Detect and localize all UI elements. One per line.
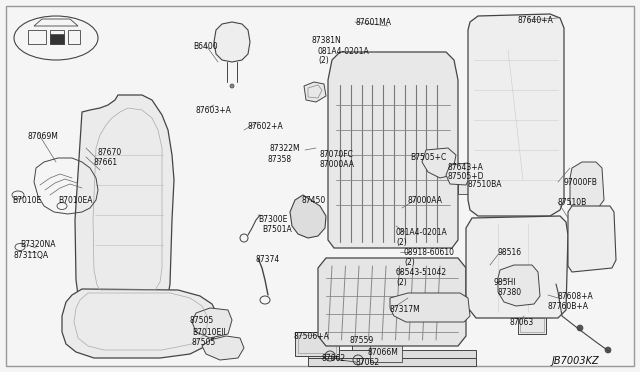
Bar	[520, 318, 544, 332]
Text: 87760B+A: 87760B+A	[548, 302, 589, 311]
Text: 87505: 87505	[192, 338, 216, 347]
Text: (2): (2)	[396, 278, 407, 287]
Text: 081A4-0201A: 081A4-0201A	[318, 47, 370, 56]
Polygon shape	[192, 308, 232, 338]
Text: 87000AA: 87000AA	[320, 160, 355, 169]
Bar	[50, 30, 64, 44]
Text: 87069M: 87069M	[28, 132, 59, 141]
Text: 87063: 87063	[510, 318, 534, 327]
Text: 87505+D: 87505+D	[448, 172, 484, 181]
Polygon shape	[75, 95, 174, 302]
Text: 985HI: 985HI	[494, 278, 516, 287]
Polygon shape	[202, 336, 244, 360]
Text: 87070FC: 87070FC	[320, 150, 354, 159]
Polygon shape	[34, 19, 78, 26]
Text: 87322M: 87322M	[270, 144, 301, 153]
Text: JB7003KZ: JB7003KZ	[552, 356, 600, 366]
Bar	[68, 30, 80, 44]
Polygon shape	[466, 216, 568, 318]
Bar	[370, 344, 402, 362]
Text: 87510B: 87510B	[558, 198, 588, 207]
Text: 87066M: 87066M	[368, 348, 399, 357]
Polygon shape	[328, 52, 458, 248]
Polygon shape	[390, 293, 470, 322]
Text: 87311QA: 87311QA	[14, 251, 49, 260]
Bar	[308, 358, 476, 366]
Bar	[320, 318, 338, 330]
Ellipse shape	[605, 347, 611, 353]
Text: 08543-51042: 08543-51042	[396, 268, 447, 277]
Text: 97000FB: 97000FB	[564, 178, 598, 187]
Polygon shape	[422, 148, 456, 178]
Bar	[354, 315, 374, 329]
Text: 87062: 87062	[322, 354, 346, 363]
Text: (2): (2)	[404, 258, 415, 267]
Text: 87000AA: 87000AA	[408, 196, 443, 205]
Text: 87670: 87670	[97, 148, 121, 157]
Text: B7320NA: B7320NA	[20, 240, 56, 249]
Text: B7010EA: B7010EA	[58, 196, 93, 205]
Text: 87358: 87358	[268, 155, 292, 164]
Bar	[295, 332, 339, 356]
Text: 87640+A: 87640+A	[518, 16, 554, 25]
Bar	[50, 34, 64, 44]
Ellipse shape	[230, 84, 234, 88]
Text: 87062: 87062	[356, 358, 380, 367]
Polygon shape	[446, 163, 472, 185]
Bar	[102, 160, 106, 164]
Bar	[518, 316, 546, 334]
Bar	[308, 350, 476, 358]
Text: 87608+A: 87608+A	[558, 292, 594, 301]
Text: B7300E: B7300E	[258, 215, 287, 224]
Polygon shape	[214, 22, 250, 62]
Text: 87506+A: 87506+A	[293, 332, 329, 341]
Bar	[374, 318, 390, 330]
Polygon shape	[290, 195, 326, 238]
Ellipse shape	[577, 325, 583, 331]
Polygon shape	[318, 258, 466, 346]
Text: 87661: 87661	[93, 158, 117, 167]
Text: 87317M: 87317M	[390, 305, 420, 314]
Text: 98516: 98516	[498, 248, 522, 257]
Text: (2): (2)	[318, 56, 329, 65]
Text: 87643+A: 87643+A	[448, 163, 484, 172]
Text: 08918-60610: 08918-60610	[404, 248, 455, 257]
Text: 87380: 87380	[498, 288, 522, 297]
Bar	[458, 178, 486, 194]
Text: 87381N: 87381N	[311, 36, 340, 45]
Text: 87505: 87505	[189, 316, 213, 325]
Text: 87603+A: 87603+A	[196, 106, 232, 115]
Polygon shape	[498, 265, 540, 306]
Text: B7010EII: B7010EII	[192, 328, 226, 337]
Text: 87450: 87450	[302, 196, 326, 205]
Polygon shape	[468, 14, 564, 216]
Polygon shape	[568, 206, 616, 272]
Text: (2): (2)	[396, 238, 407, 247]
Bar	[28, 30, 46, 44]
Bar	[338, 322, 352, 332]
Text: B7501A: B7501A	[262, 225, 292, 234]
Bar	[572, 218, 610, 264]
Text: 87374: 87374	[256, 255, 280, 264]
Ellipse shape	[14, 16, 98, 60]
Text: 87559: 87559	[350, 336, 374, 345]
Text: 87601MA: 87601MA	[355, 18, 391, 27]
Text: B7505+C: B7505+C	[410, 153, 446, 162]
Text: 87510BA: 87510BA	[468, 180, 502, 189]
Bar	[352, 328, 382, 350]
Text: 081A4-0201A: 081A4-0201A	[396, 228, 448, 237]
Text: B6400: B6400	[193, 42, 218, 51]
Polygon shape	[570, 162, 604, 210]
Bar	[298, 335, 336, 353]
Bar	[108, 169, 112, 171]
Polygon shape	[304, 82, 326, 102]
Text: 87602+A: 87602+A	[248, 122, 284, 131]
Polygon shape	[62, 289, 218, 358]
Ellipse shape	[555, 287, 561, 293]
Text: B7010E: B7010E	[12, 196, 41, 205]
